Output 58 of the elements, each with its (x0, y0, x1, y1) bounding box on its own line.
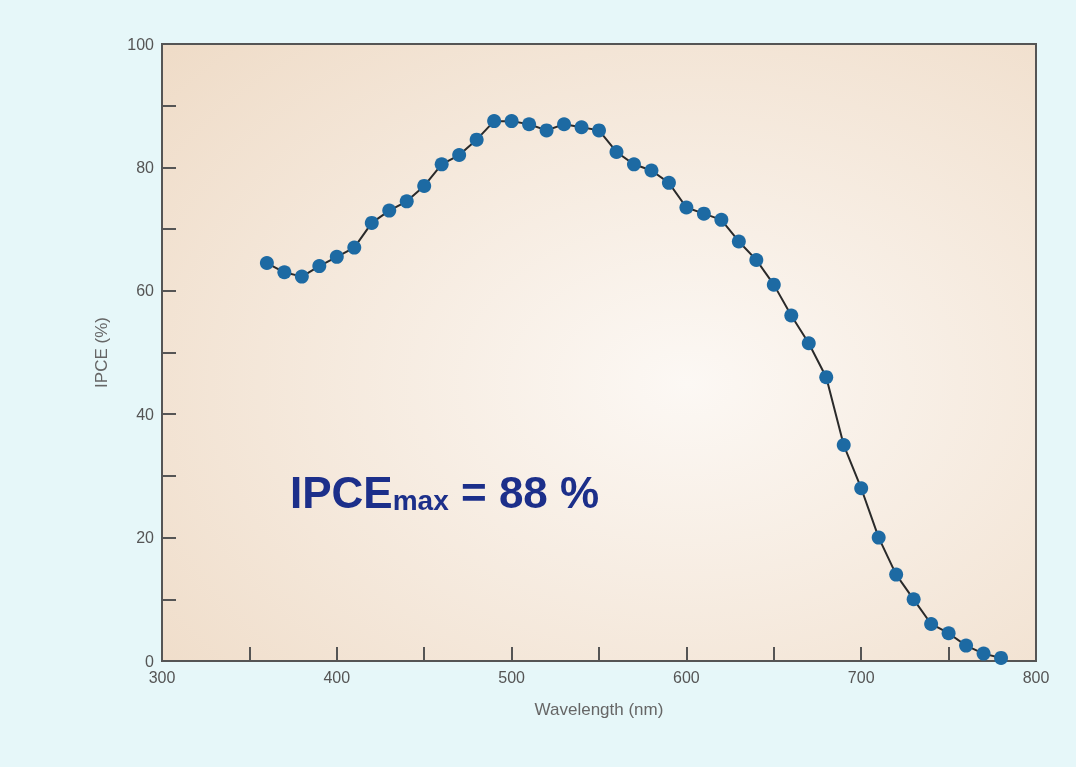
point (994, 650, 1009, 665)
point (871, 530, 886, 545)
point (592, 123, 606, 138)
x-tick-label: 500 (498, 668, 526, 686)
point (731, 234, 746, 249)
y-tick-label: 0 (145, 652, 155, 670)
x-tick-label: 800 (1022, 668, 1050, 686)
point (749, 252, 764, 267)
annotation: IPCEmax = 88 % (290, 467, 600, 517)
point (434, 157, 449, 172)
point (626, 157, 641, 172)
point (924, 616, 939, 631)
point (644, 163, 659, 178)
point (661, 175, 676, 190)
y-tick-label: 80 (136, 158, 155, 176)
point (679, 200, 694, 215)
point (294, 269, 309, 284)
y-tick-label: 60 (136, 282, 155, 300)
point (469, 132, 484, 147)
point (941, 626, 956, 641)
point (906, 592, 921, 607)
point (889, 567, 904, 582)
point (452, 148, 467, 163)
point (836, 438, 851, 453)
point (766, 277, 781, 292)
point (714, 212, 729, 227)
point (259, 256, 274, 271)
point (574, 120, 589, 135)
point (557, 117, 572, 132)
point (399, 194, 414, 209)
point (609, 144, 624, 159)
point (382, 203, 397, 218)
y-tick-label: 40 (136, 405, 155, 423)
x-tick-label: 300 (148, 668, 176, 686)
point (417, 178, 432, 193)
point (696, 206, 711, 221)
point (976, 646, 991, 661)
point (854, 481, 869, 496)
x-tick-label: 400 (323, 668, 351, 686)
y-tick-label: 20 (136, 529, 155, 547)
point (959, 638, 974, 653)
point (784, 308, 799, 323)
y-tick-label: 100 (127, 35, 155, 53)
point (539, 123, 554, 138)
point (312, 259, 327, 274)
x-tick-label: 600 (673, 668, 700, 686)
point (487, 114, 502, 129)
point (364, 215, 379, 230)
point (819, 370, 834, 385)
point (522, 117, 537, 132)
point (347, 240, 362, 255)
point (277, 265, 292, 280)
x-tick-label: 700 (847, 668, 875, 686)
point (329, 249, 344, 264)
x-axis-title: Wavelength (nm) (534, 700, 664, 719)
point (504, 114, 519, 129)
point (801, 336, 816, 351)
y-axis-title: IPCE (%) (92, 317, 111, 388)
